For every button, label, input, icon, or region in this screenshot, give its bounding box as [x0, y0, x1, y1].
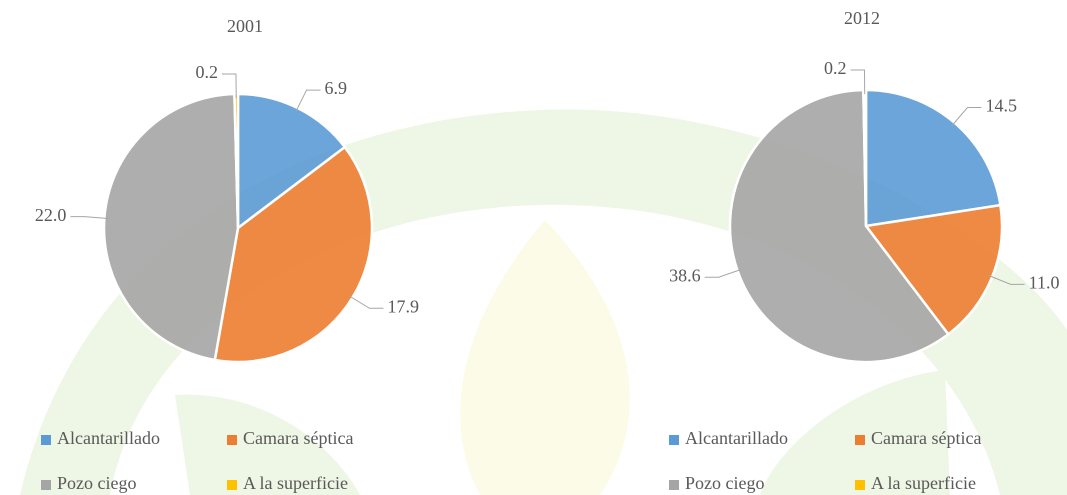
leaf-left — [175, 394, 360, 495]
data-label: 38.6 — [669, 265, 701, 285]
chart-title: 2001 — [227, 16, 263, 36]
legend-label: Pozo ciego — [57, 473, 136, 493]
legend-swatch — [669, 435, 679, 445]
leader-line — [850, 69, 866, 95]
legend-swatch — [227, 435, 237, 445]
leader-line — [70, 216, 109, 219]
legend-label: A la superficie — [871, 473, 976, 493]
legend-swatch — [227, 480, 237, 490]
data-label: 17.9 — [387, 296, 419, 316]
legend-swatch — [855, 435, 865, 445]
leader-line — [951, 107, 982, 127]
legend-label: Alcantarillado — [685, 428, 788, 448]
legend-label: Alcantarillado — [57, 428, 160, 448]
leader-line — [704, 268, 742, 278]
data-label: 0.2 — [195, 62, 218, 82]
legend-label: A la superficie — [243, 473, 348, 493]
chart-title: 2012 — [844, 8, 880, 28]
legend-label: Pozo ciego — [685, 473, 764, 493]
data-label: 11.0 — [1029, 273, 1060, 293]
leader-line — [221, 73, 237, 99]
leader-line — [988, 274, 1025, 285]
leader-line — [295, 89, 321, 112]
data-label: 6.9 — [325, 78, 348, 98]
leaf-right — [760, 370, 950, 495]
data-label: 14.5 — [986, 96, 1018, 116]
data-label: 0.2 — [824, 58, 847, 78]
leader-line — [348, 295, 384, 309]
pie-slice — [864, 88, 1002, 228]
legend-label: Camara séptica — [871, 428, 981, 448]
legend-swatch — [855, 480, 865, 490]
legend-swatch — [41, 435, 51, 445]
legend-swatch — [41, 480, 51, 490]
data-label: 22.0 — [35, 205, 67, 225]
legend-swatch — [669, 480, 679, 490]
leaf-shape — [460, 220, 630, 495]
legend-label: Camara séptica — [243, 428, 353, 448]
